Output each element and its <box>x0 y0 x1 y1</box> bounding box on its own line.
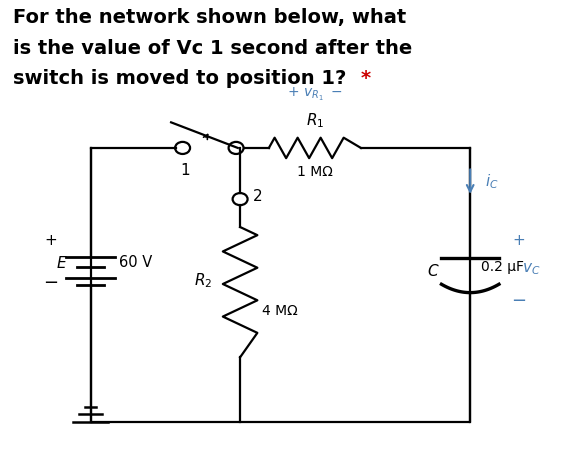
Text: $+ \ v_{R_1} \ -$: $+ \ v_{R_1} \ -$ <box>287 86 343 103</box>
Text: $C$: $C$ <box>427 263 439 279</box>
Text: +: + <box>513 234 525 249</box>
Text: $R_2$: $R_2$ <box>194 271 212 290</box>
Text: is the value of Vc 1 second after the: is the value of Vc 1 second after the <box>13 38 412 58</box>
Text: *: * <box>361 69 371 88</box>
Text: 2: 2 <box>253 189 262 205</box>
Text: 60 V: 60 V <box>119 256 153 271</box>
Text: −: − <box>512 292 527 310</box>
Text: 1 MΩ: 1 MΩ <box>297 165 333 179</box>
Text: 1: 1 <box>181 163 190 178</box>
Text: 0.2 μF: 0.2 μF <box>480 261 524 275</box>
Text: $E$: $E$ <box>56 255 68 271</box>
Text: $R_1$: $R_1$ <box>306 111 324 130</box>
Text: switch is moved to position 1?: switch is moved to position 1? <box>13 69 353 88</box>
Text: 4 MΩ: 4 MΩ <box>262 304 298 318</box>
Text: −: − <box>43 274 58 292</box>
Text: $i_C$: $i_C$ <box>484 172 498 191</box>
Text: For the network shown below, what: For the network shown below, what <box>13 8 406 27</box>
Text: $v_C$: $v_C$ <box>522 261 540 277</box>
Text: +: + <box>44 234 57 249</box>
